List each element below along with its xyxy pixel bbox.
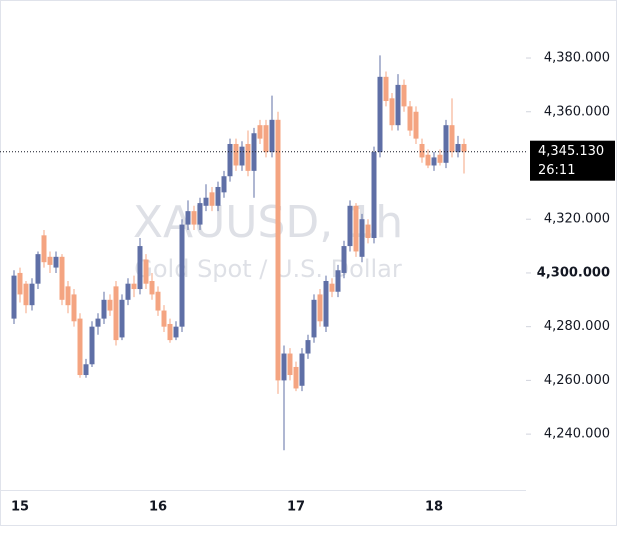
candle-body (155, 291, 161, 311)
candle-body (41, 235, 47, 263)
candle-body (11, 275, 17, 319)
candle-body (107, 299, 113, 311)
candle-body (431, 157, 437, 166)
candle-body (161, 310, 167, 327)
y-tick-label: 4,320.000 (544, 212, 610, 227)
candle-body (251, 133, 257, 171)
candle-body (143, 259, 149, 284)
candle-body (23, 283, 29, 306)
y-tick-label: 4,380.000 (544, 51, 610, 66)
candle-body (293, 366, 299, 389)
candle-body (341, 246, 347, 273)
candle-body (215, 186, 221, 206)
candle-body (425, 154, 431, 166)
candle-body (263, 125, 269, 153)
y-tick-label: 4,260.000 (544, 373, 610, 388)
candle-body (245, 143, 251, 171)
candle-body (83, 364, 89, 376)
candle-body (131, 283, 137, 290)
x-tick-label: 18 (425, 500, 443, 515)
candle-body (35, 254, 41, 284)
candle-body (269, 119, 275, 153)
candle-body (119, 299, 125, 338)
candle-body (113, 286, 119, 341)
candle-body (281, 353, 287, 381)
candle-body (53, 256, 59, 268)
countdown: 26:11 (538, 163, 575, 178)
candle-body (71, 294, 77, 322)
y-tick-label: 4,300.000 (537, 265, 610, 280)
candle-body (395, 84, 401, 126)
candle-body (353, 205, 359, 252)
x-tick-label: 15 (11, 500, 29, 515)
candle-body (125, 283, 131, 300)
candle-body (89, 326, 95, 365)
last-price-tag (530, 140, 615, 181)
candle-body (311, 299, 317, 338)
candle-body (299, 353, 305, 386)
candle-body (101, 299, 107, 319)
candle-body (449, 125, 455, 153)
candle-body (317, 294, 323, 322)
candle-body (413, 111, 419, 139)
candle-body (65, 286, 71, 306)
candle-body (287, 353, 293, 376)
candle-body (227, 143, 233, 177)
candle-body (323, 280, 329, 327)
candle-body (377, 76, 383, 153)
candle-body (59, 256, 65, 300)
candle-body (137, 246, 143, 290)
candle-body (95, 318, 101, 327)
candle-body (335, 270, 341, 292)
candle-body (257, 125, 263, 139)
candle-body (305, 340, 311, 354)
x-tick-label: 16 (149, 500, 167, 515)
candle-body (359, 219, 365, 257)
candle-body (347, 205, 353, 247)
watermark-subtitle: Gold Spot / U.S. Dollar (134, 255, 402, 283)
candle-body (233, 143, 239, 166)
last-price-label: 4,345.130 (538, 144, 604, 159)
candle-body (455, 143, 461, 153)
candle-body (329, 283, 335, 292)
y-tick-label: 4,360.000 (544, 104, 610, 119)
candle-body (365, 224, 371, 239)
chart-frame (0, 0, 617, 526)
candle-body (407, 106, 413, 131)
candle-body (389, 98, 395, 126)
candle-body (203, 197, 209, 206)
candle-body (275, 119, 281, 381)
candle-body (47, 256, 53, 265)
candle-body (197, 203, 203, 225)
candle-body (401, 84, 407, 107)
candle-body (17, 272, 23, 295)
candle-body (383, 76, 389, 102)
candle-body (209, 192, 215, 206)
x-tick-label: 17 (287, 500, 305, 515)
candle-body (149, 280, 155, 295)
candle-body (461, 143, 467, 152)
candle-body (191, 211, 197, 225)
candle-body (29, 283, 35, 306)
candle-body (179, 224, 185, 327)
candle-body (167, 323, 173, 341)
candle-body (239, 146, 245, 166)
candle-body (221, 176, 227, 193)
candle-body (443, 125, 449, 163)
candle-body (185, 211, 191, 225)
candle-body (173, 326, 179, 338)
y-tick-label: 4,240.000 (544, 427, 610, 442)
candle-body (77, 318, 83, 376)
candle-body (437, 154, 443, 163)
candle-body (371, 152, 377, 239)
candle-body (419, 143, 425, 158)
y-tick-label: 4,280.000 (544, 319, 610, 334)
